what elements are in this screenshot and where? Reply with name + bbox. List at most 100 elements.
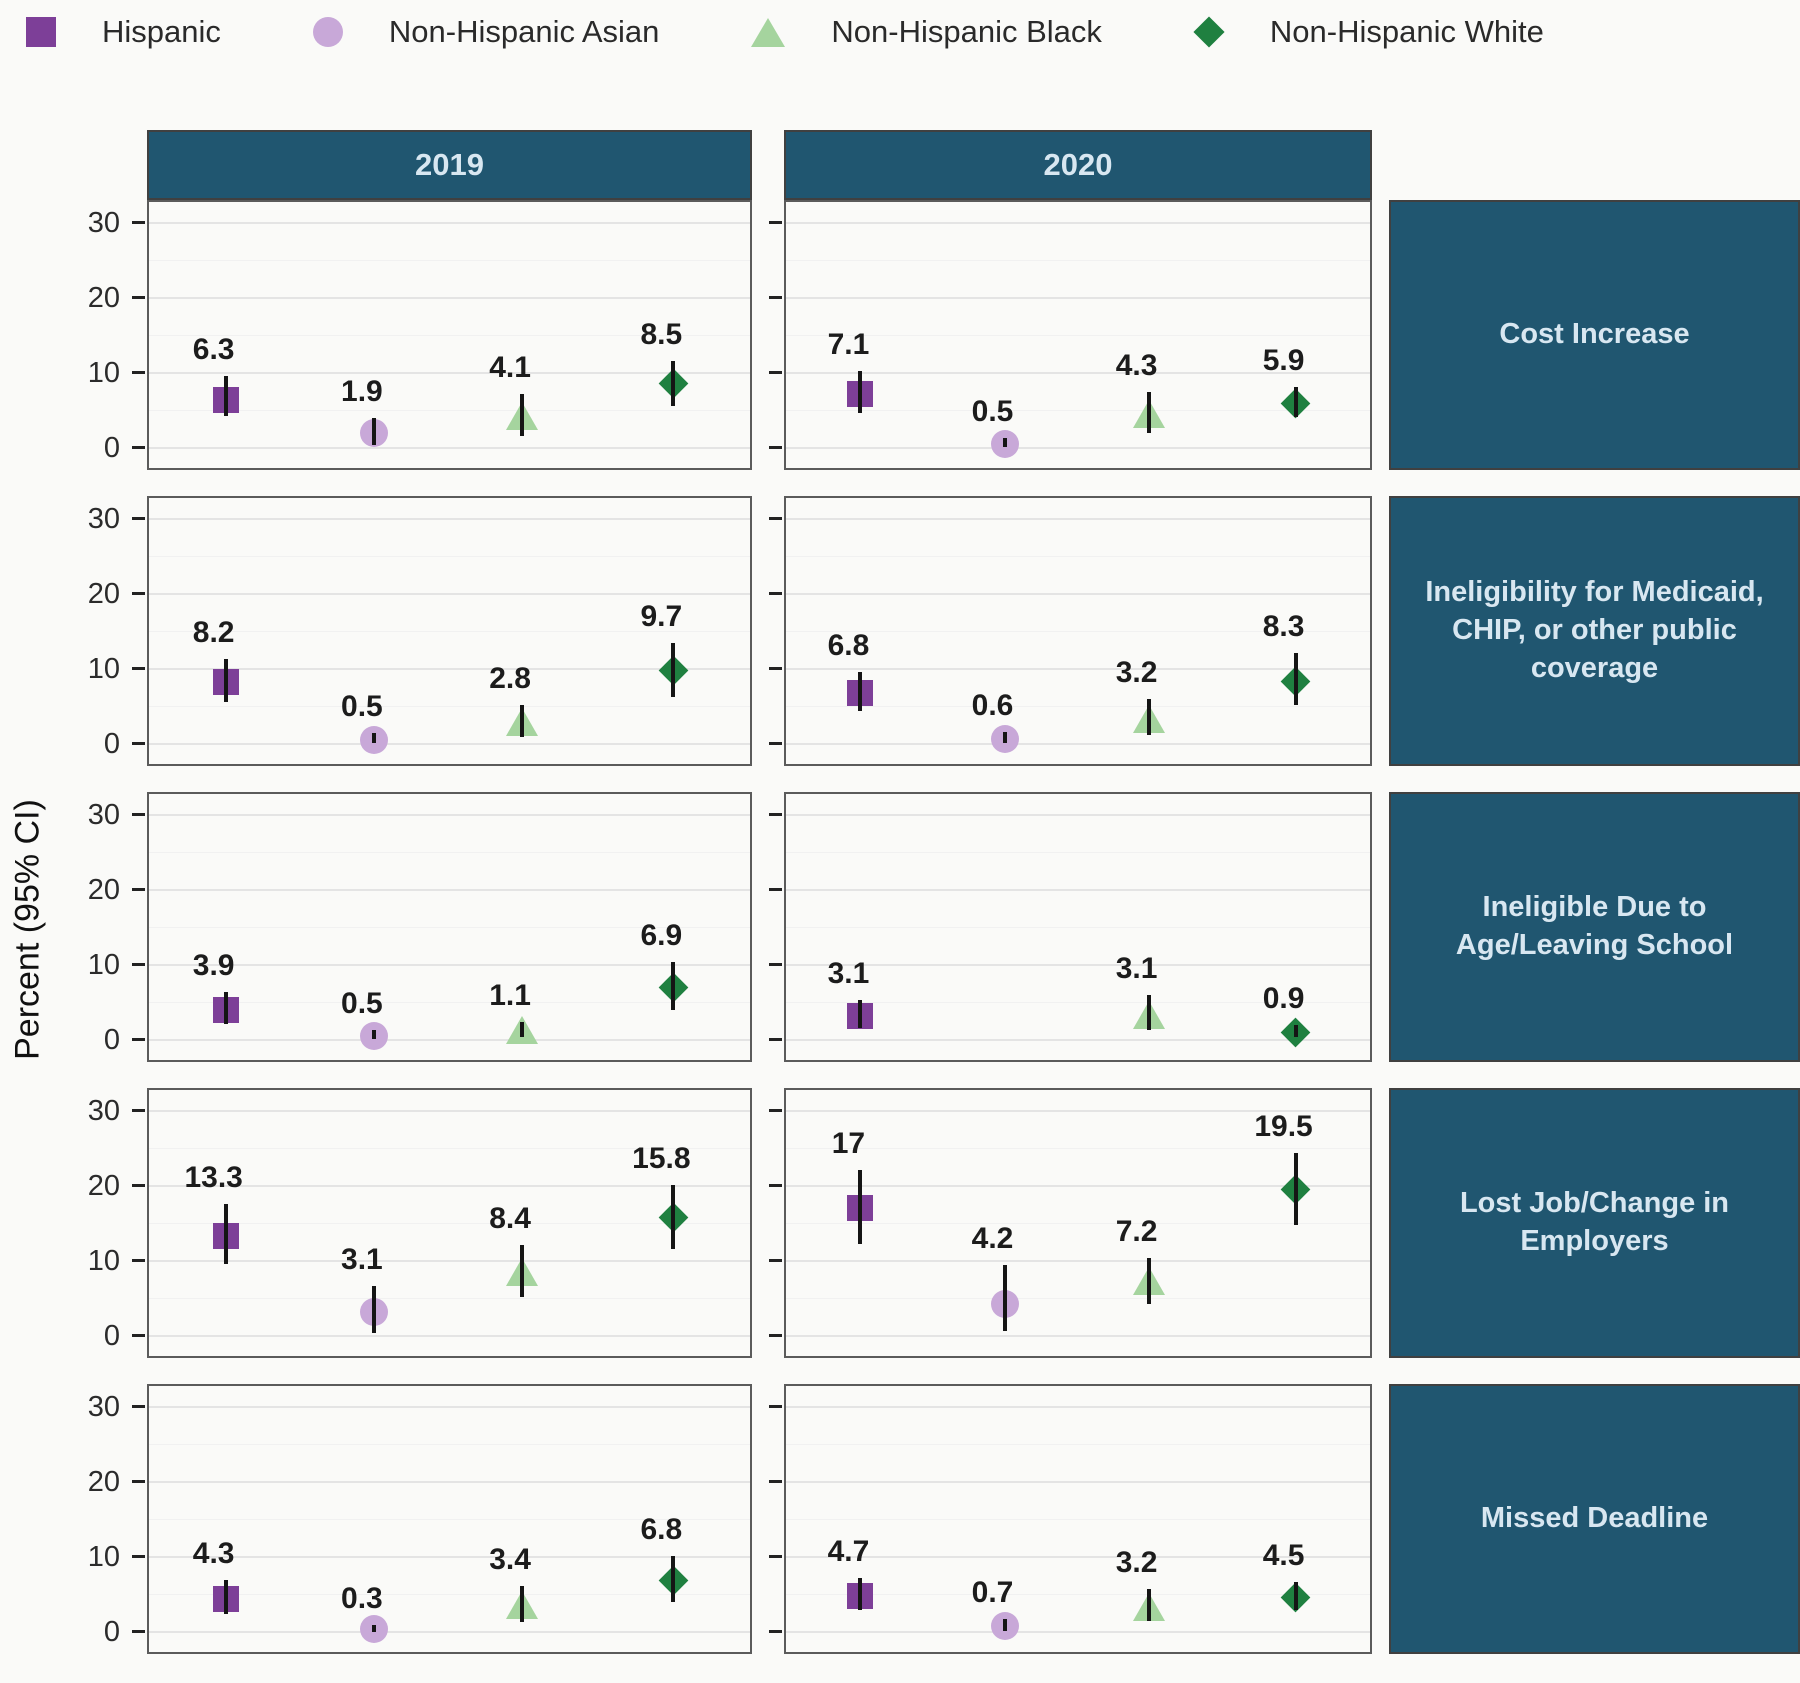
panel-2020-ineligibility-for-medicaid-chip-or-other-public-coverage: [784, 496, 1372, 766]
value-label-non-hispanic-white: 9.7: [640, 600, 683, 633]
facet-strip-label: Cost Increase: [1499, 318, 1690, 351]
gridline-minor: [149, 852, 750, 853]
gridline-minor: [149, 1594, 750, 1595]
y-tick-mark: [132, 1405, 145, 1408]
gridline-minor: [149, 927, 750, 928]
gridline-major: [786, 667, 1370, 670]
ci-error-bar-non-hispanic-asian: [1002, 437, 1007, 447]
value-label-non-hispanic-black: 8.4: [489, 1201, 531, 1235]
ci-error-bar-hispanic: [858, 671, 863, 712]
gridline-minor: [149, 1002, 750, 1003]
panel-2019-ineligible-due-to-age-leaving-school: [147, 792, 752, 1062]
facet-strip-label: Ineligible Due to Age/Leaving School: [1455, 891, 1734, 961]
ci-error-bar-non-hispanic-black: [1146, 699, 1151, 736]
gridline-major: [786, 813, 1370, 816]
value-label-hispanic: 3.9: [192, 949, 235, 983]
y-tick-label: 0: [103, 431, 120, 464]
gridline-major: [149, 813, 750, 816]
value-label-non-hispanic-asian: 0.7: [971, 1575, 1014, 1609]
gridline-major: [786, 1259, 1370, 1262]
y-tick-mark: [769, 1184, 782, 1187]
value-label-non-hispanic-asian: 0.5: [971, 394, 1014, 428]
gridline-minor: [149, 556, 750, 557]
gridline-major: [786, 742, 1370, 745]
y-tick-mark: [132, 446, 145, 449]
ci-error-bar-non-hispanic-white: [671, 1184, 676, 1249]
column-header-2020: 2020: [784, 130, 1372, 200]
gridline-major: [149, 667, 750, 670]
gridline-major: [786, 1184, 1370, 1187]
gridline-major: [149, 592, 750, 595]
y-tick-label: 20: [87, 1465, 120, 1498]
y-tick-mark: [132, 813, 145, 816]
legend-item-non-hispanic-black: Non-Hispanic Black: [751, 14, 1102, 50]
gridline-minor: [786, 927, 1370, 928]
gridline-major: [786, 371, 1370, 374]
gridline-minor: [786, 335, 1370, 336]
value-label-non-hispanic-white: 6.9: [640, 919, 683, 953]
y-tick-label: 20: [87, 1169, 120, 1202]
ci-error-bar-non-hispanic-white: [671, 1555, 676, 1603]
y-tick-label: 20: [87, 281, 120, 314]
y-tick-mark: [769, 813, 782, 816]
panel-2020-missed-deadline: [784, 1384, 1372, 1654]
gridline-major: [149, 1038, 750, 1041]
y-tick-label: 0: [103, 1023, 120, 1056]
y-tick-mark: [132, 221, 145, 224]
facet-strip-missed-deadline: Missed Deadline: [1389, 1384, 1800, 1654]
ci-error-bar-non-hispanic-white: [671, 360, 676, 406]
gridline-major: [786, 1555, 1370, 1558]
ci-error-bar-non-hispanic-black: [520, 1585, 525, 1622]
gridline-minor: [149, 335, 750, 336]
column-header-label: 2020: [1043, 147, 1113, 182]
value-label-non-hispanic-asian: 4.2: [971, 1222, 1014, 1255]
legend-item-non-hispanic-asian: Non-Hispanic Asian: [312, 14, 659, 50]
value-label-non-hispanic-black: 4.3: [1115, 349, 1158, 382]
facet-strip-label: Missed Deadline: [1480, 1502, 1709, 1535]
gridline-major: [149, 742, 750, 745]
gridline-major: [149, 446, 750, 449]
y-tick-label: 30: [87, 502, 120, 535]
y-tick-label: 30: [87, 1094, 120, 1127]
gridline-major: [149, 1184, 750, 1187]
y-tick-label: 10: [87, 356, 120, 389]
y-tick-label: 30: [87, 1390, 120, 1423]
value-label-non-hispanic-asian: 0.5: [341, 690, 383, 723]
gridline-major: [149, 296, 750, 299]
ci-error-bar-hispanic: [223, 1203, 228, 1264]
value-label-hispanic: 3.1: [827, 956, 870, 990]
y-tick-mark: [132, 371, 145, 374]
value-label-hispanic: 17: [831, 1126, 866, 1160]
gridline-major: [149, 371, 750, 374]
y-tick-mark: [132, 667, 145, 670]
ci-error-bar-non-hispanic-black: [520, 1022, 525, 1038]
ci-error-bar-non-hispanic-black: [520, 1244, 525, 1297]
facet-strip-cost-increase: Cost Increase: [1389, 200, 1800, 470]
ci-error-bar-non-hispanic-asian: [1002, 1265, 1007, 1331]
gridline-minor: [786, 410, 1370, 411]
ci-error-bar-hispanic: [223, 992, 228, 1024]
gridline-major: [786, 1334, 1370, 1337]
ci-error-bar-non-hispanic-white: [1293, 1025, 1298, 1038]
gridline-major: [786, 446, 1370, 449]
gridline-minor: [149, 1223, 750, 1224]
y-tick-label: 30: [87, 798, 120, 831]
gridline-minor: [786, 1002, 1370, 1003]
y-tick-mark: [132, 296, 145, 299]
ci-error-bar-non-hispanic-black: [1146, 1588, 1151, 1621]
ci-error-bar-hispanic: [858, 1169, 863, 1244]
ci-error-bar-hispanic: [223, 658, 228, 702]
gridline-minor: [786, 1148, 1370, 1149]
gridline-minor: [786, 1223, 1370, 1224]
y-tick-label: 10: [87, 948, 120, 981]
y-axis-title: Percent (95% CI): [8, 799, 47, 1060]
gridline-major: [786, 517, 1370, 520]
gridline-major: [786, 1109, 1370, 1112]
value-label-non-hispanic-white: 15.8: [632, 1141, 691, 1175]
y-tick-mark: [132, 592, 145, 595]
ci-error-bar-hispanic: [858, 371, 863, 413]
gridline-minor: [786, 852, 1370, 853]
ci-error-bar-non-hispanic-asian: [1002, 1618, 1007, 1631]
column-header-2019: 2019: [147, 130, 752, 200]
gridline-major: [149, 221, 750, 224]
